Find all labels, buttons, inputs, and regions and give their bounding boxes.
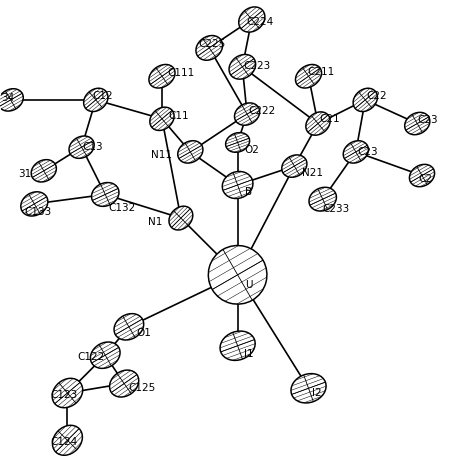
Text: C225: C225 — [198, 39, 225, 49]
Text: I1: I1 — [244, 349, 254, 359]
Text: 31: 31 — [18, 169, 31, 179]
Text: C13: C13 — [82, 142, 103, 152]
Ellipse shape — [208, 246, 267, 304]
Ellipse shape — [309, 187, 337, 211]
Ellipse shape — [343, 141, 368, 163]
Text: C211: C211 — [308, 66, 335, 76]
Text: C11: C11 — [169, 111, 189, 121]
Ellipse shape — [0, 89, 23, 111]
Text: C23: C23 — [417, 115, 438, 125]
Text: O1: O1 — [137, 328, 151, 338]
Text: C2: C2 — [418, 174, 432, 184]
Text: C224: C224 — [246, 18, 273, 27]
Ellipse shape — [83, 88, 108, 111]
Ellipse shape — [405, 112, 430, 135]
Ellipse shape — [222, 172, 253, 199]
Ellipse shape — [178, 141, 203, 163]
Ellipse shape — [235, 103, 260, 125]
Ellipse shape — [109, 370, 139, 397]
Ellipse shape — [220, 331, 255, 360]
Text: C21: C21 — [319, 114, 339, 124]
Text: C233: C233 — [323, 204, 350, 214]
Text: 34: 34 — [1, 93, 15, 103]
Ellipse shape — [291, 374, 326, 403]
Ellipse shape — [239, 7, 265, 32]
Ellipse shape — [114, 314, 144, 340]
Text: O2: O2 — [244, 146, 259, 155]
Text: B: B — [245, 187, 252, 197]
Ellipse shape — [226, 133, 250, 152]
Text: C22: C22 — [366, 91, 387, 101]
Text: U: U — [245, 280, 253, 290]
Ellipse shape — [196, 36, 223, 60]
Ellipse shape — [69, 136, 94, 158]
Ellipse shape — [353, 88, 377, 111]
Text: C223: C223 — [243, 61, 271, 71]
Ellipse shape — [91, 342, 120, 368]
Text: C124: C124 — [50, 437, 78, 447]
Ellipse shape — [52, 378, 82, 408]
Text: C125: C125 — [128, 383, 155, 393]
Ellipse shape — [150, 107, 174, 130]
Text: N21: N21 — [302, 168, 323, 178]
Text: I2: I2 — [312, 388, 322, 398]
Text: C122: C122 — [78, 352, 105, 362]
Text: C132: C132 — [108, 203, 136, 213]
Text: C111: C111 — [168, 68, 195, 78]
Text: C133: C133 — [24, 207, 51, 217]
Ellipse shape — [31, 160, 56, 182]
Ellipse shape — [229, 55, 255, 79]
Text: C123: C123 — [50, 390, 78, 400]
Ellipse shape — [295, 64, 321, 88]
Ellipse shape — [53, 425, 82, 455]
Text: N1: N1 — [148, 217, 162, 227]
Text: C23: C23 — [358, 147, 378, 157]
Text: C222: C222 — [248, 106, 275, 116]
Ellipse shape — [91, 182, 119, 206]
Ellipse shape — [169, 206, 193, 230]
Ellipse shape — [306, 112, 330, 135]
Ellipse shape — [149, 64, 175, 88]
Ellipse shape — [410, 164, 435, 187]
Ellipse shape — [282, 155, 307, 177]
Text: C12: C12 — [92, 91, 113, 101]
Text: N11: N11 — [151, 150, 172, 160]
Ellipse shape — [21, 192, 48, 216]
